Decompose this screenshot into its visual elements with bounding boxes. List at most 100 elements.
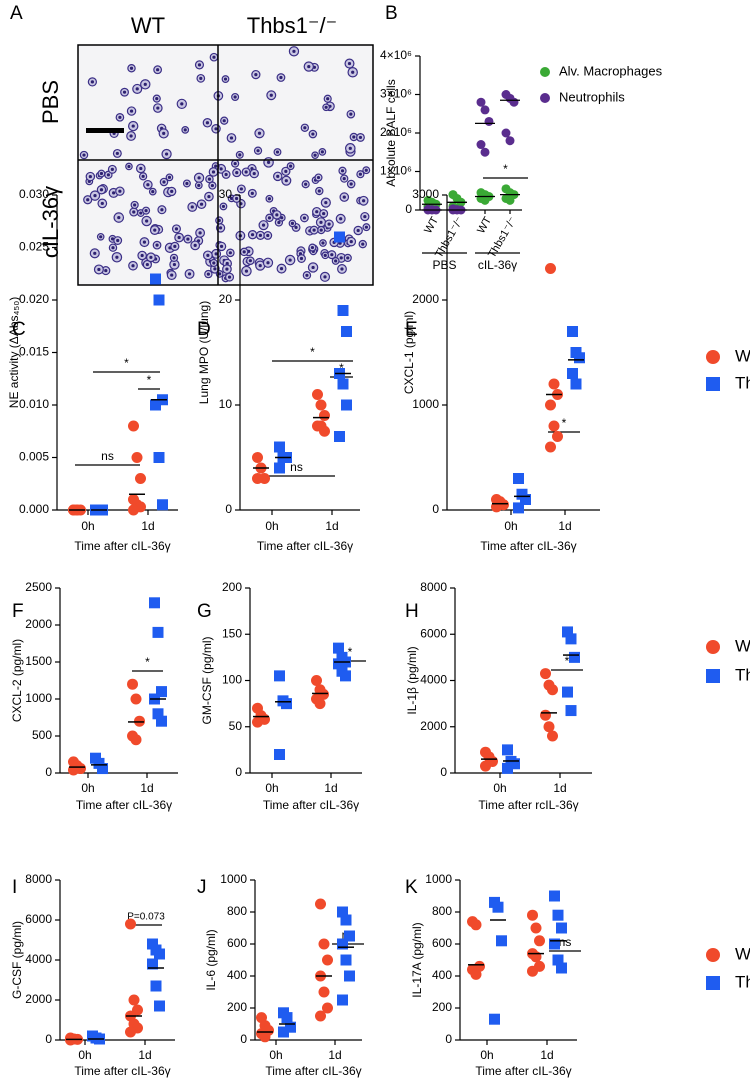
y-tick-label: 0.015: [19, 345, 49, 359]
group-label: cIL-36γ: [478, 258, 517, 272]
cell-nucleus: [352, 135, 356, 139]
cell-nucleus: [193, 243, 197, 247]
cell-nucleus: [349, 240, 353, 244]
point: [513, 502, 524, 514]
cell-nucleus: [225, 267, 229, 271]
point: [153, 294, 165, 306]
point: [562, 686, 573, 698]
point: [334, 231, 345, 243]
significance-label: *: [145, 655, 150, 669]
cell-nucleus: [290, 221, 295, 225]
cell-nucleus: [144, 209, 148, 213]
cell-nucleus: [347, 61, 352, 66]
cell-nucleus: [258, 264, 262, 268]
point: [337, 378, 349, 390]
cell-nucleus: [214, 127, 218, 131]
x-axis-label: Time after cIL-36γ: [265, 1064, 361, 1078]
y-tick-label: 4×10⁶: [380, 48, 412, 62]
y-axis-label: GM-CSF (pg/ml): [200, 637, 214, 725]
cell-nucleus: [212, 261, 216, 265]
point: [548, 378, 560, 390]
point: [569, 651, 580, 663]
cell-nucleus: [167, 175, 172, 179]
y-tick-label: 0: [45, 765, 52, 779]
x-tick-label: WT: [422, 215, 441, 236]
point: [567, 326, 578, 337]
y-tick-label: 800: [227, 904, 247, 918]
point: [513, 473, 524, 484]
y-tick-label: 2000: [25, 617, 52, 631]
cell-nucleus: [170, 189, 174, 194]
cell-nucleus: [304, 182, 308, 186]
panel-letter: D: [197, 319, 211, 340]
cell-nucleus: [133, 203, 137, 207]
cell-nucleus: [252, 171, 256, 176]
point: [147, 958, 158, 970]
y-tick-label: 2×10⁶: [380, 125, 412, 139]
panel-letter: C: [12, 319, 26, 340]
point: [125, 1026, 136, 1038]
cell-nucleus: [211, 170, 216, 174]
cell-nucleus: [111, 246, 115, 250]
cell-nucleus: [186, 237, 190, 241]
y-tick-label: 0: [440, 765, 447, 779]
cell-nucleus: [311, 265, 315, 270]
cell-nucleus: [135, 87, 139, 91]
y-tick-label: 4000: [420, 673, 447, 687]
cell-nucleus: [115, 151, 119, 156]
point: [318, 938, 330, 950]
cell-nucleus: [229, 136, 234, 140]
cell-nucleus: [139, 211, 143, 215]
cell-nucleus: [276, 174, 280, 178]
legend-marker: [706, 377, 720, 391]
point: [274, 670, 285, 682]
legend-marker: [540, 67, 550, 77]
point: [274, 462, 285, 474]
cell-nucleus: [323, 253, 327, 257]
cell-nucleus: [140, 253, 144, 258]
cell-nucleus: [183, 128, 187, 132]
cell-nucleus: [334, 259, 338, 263]
point: [315, 898, 326, 910]
point: [489, 1013, 500, 1025]
point: [281, 1012, 293, 1024]
point: [285, 1021, 296, 1033]
cell-nucleus: [164, 152, 169, 156]
point: [130, 734, 142, 746]
cell-nucleus: [131, 264, 135, 268]
cell-nucleus: [235, 171, 239, 175]
y-axis-label: Absolute BALF cells: [384, 79, 398, 186]
legend-label: Alv. Macrophages: [559, 63, 663, 78]
cell-nucleus: [320, 150, 324, 154]
y-tick-label: 500: [32, 728, 52, 742]
point: [344, 930, 355, 942]
x-axis-label: Time after cIL-36γ: [263, 798, 359, 812]
point: [492, 901, 504, 913]
cell-nucleus: [322, 211, 326, 216]
y-tick-label: 3×10⁶: [380, 87, 412, 101]
point: [341, 326, 352, 337]
point: [315, 1010, 326, 1022]
point: [311, 675, 322, 686]
cell-nucleus: [214, 252, 218, 256]
x-axis-label: Time after cIL-36γ: [480, 539, 576, 553]
x-tick-label: 1d: [558, 519, 571, 533]
y-tick-label: 8000: [25, 872, 52, 886]
cell-nucleus: [254, 73, 258, 77]
point: [476, 140, 486, 150]
cell-nucleus: [197, 176, 201, 180]
cell-nucleus: [227, 275, 232, 279]
point: [344, 970, 355, 982]
cell-nucleus: [316, 175, 321, 180]
point: [547, 684, 558, 696]
cell-nucleus: [340, 169, 345, 173]
point: [153, 452, 165, 463]
point: [340, 670, 351, 682]
cell-nucleus: [210, 183, 214, 188]
point: [505, 136, 515, 146]
cell-nucleus: [162, 131, 166, 136]
cell-nucleus: [142, 240, 147, 244]
legend-label: Thbs1⁻/⁻: [735, 972, 750, 991]
cell-nucleus: [313, 153, 317, 157]
